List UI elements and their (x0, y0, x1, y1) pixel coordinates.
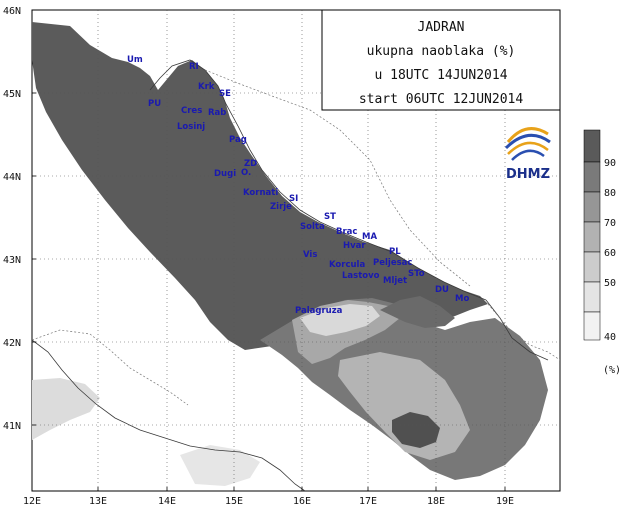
title-box: JADRAN ukupna naoblaka (%) u 18UTC 14JUN… (321, 9, 561, 111)
lat-label: 43N (3, 255, 21, 266)
place-label: Lastovo (342, 271, 380, 281)
cloud-field-light (300, 304, 380, 336)
place-label: Um (127, 55, 143, 65)
place-label: Korcula (329, 260, 365, 270)
place-label: Rab (208, 108, 226, 118)
place-label: Zirje (270, 202, 292, 212)
legend-unit: (%) (603, 365, 621, 376)
legend-labels: 90 80 70 60 50 40 (%) (603, 158, 621, 376)
legend-colorbar (583, 129, 601, 341)
lat-label: 45N (3, 89, 21, 100)
longitude-labels: 12E 13E 14E 15E 16E 17E 18E 19E (23, 496, 514, 507)
lon-label: 12E (23, 496, 41, 507)
place-label: Palagruza (295, 306, 343, 316)
place-labels: Um RI Krk SE PU Cres Rab Losinj Pag ZD D… (127, 55, 469, 316)
place-label: DU (435, 285, 449, 295)
place-label: RI (189, 62, 199, 72)
place-label: Brac (336, 227, 357, 237)
lon-label: 18E (427, 496, 445, 507)
lon-label: 17E (359, 496, 377, 507)
place-label: Peljesac (373, 258, 412, 268)
montenegro-coastline (485, 299, 549, 361)
valid-time: u 18UTC 14JUN2014 (374, 68, 507, 83)
place-label: Hvar (343, 241, 366, 251)
place-label: Solta (300, 222, 325, 232)
lat-label: 44N (3, 172, 21, 183)
lon-label: 16E (293, 496, 311, 507)
map-variable: ukupna naoblaka (%) (367, 44, 516, 59)
legend-level: 50 (604, 278, 616, 289)
logo-text: DHMZ (506, 167, 550, 182)
cloud-field-high (32, 22, 488, 350)
place-label: PU (148, 99, 161, 109)
latitude-labels: 46N 45N 44N 43N 42N 41N (3, 6, 21, 432)
cloud-field-dark-core (392, 412, 440, 448)
place-label: Kornati (243, 188, 278, 198)
lon-label: 19E (496, 496, 514, 507)
lon-label: 14E (158, 496, 176, 507)
lon-label: 15E (225, 496, 243, 507)
cloud-field-south-light (180, 445, 260, 486)
lat-label: 42N (3, 338, 21, 349)
place-label: Mljet (383, 276, 407, 286)
cloud-field-italy-light (32, 378, 100, 440)
lon-label: 13E (89, 496, 107, 507)
croatia-bosnia-border (204, 69, 471, 287)
place-label: Krk (198, 82, 215, 92)
place-label: Cres (181, 106, 202, 116)
place-label: O. (241, 168, 251, 178)
legend-level: 40 (604, 332, 616, 343)
place-label: SI (289, 194, 298, 204)
map-title: JADRAN (418, 20, 465, 35)
legend-level: 60 (604, 248, 616, 259)
lat-label: 46N (3, 6, 21, 17)
place-label: Dugi (214, 169, 236, 179)
place-label: STo (408, 269, 425, 279)
axis-ticks (32, 92, 506, 491)
place-label: Mo (455, 294, 469, 304)
legend-level: 80 (604, 188, 616, 199)
legend-level: 70 (604, 218, 616, 229)
croatian-coastline (149, 59, 487, 301)
place-label: ZD (244, 159, 257, 169)
legend-level: 90 (604, 158, 616, 169)
place-label: Losinj (177, 122, 205, 132)
lat-label: 41N (3, 421, 21, 432)
place-label: Pag (229, 135, 247, 145)
run-start-time: start 06UTC 12JUN2014 (359, 92, 524, 107)
place-label: SE (219, 89, 231, 99)
cloud-field-east (380, 296, 455, 328)
place-label: ST (324, 212, 336, 222)
place-label: Vis (303, 250, 317, 260)
italian-coastline (32, 339, 306, 491)
dhmz-logo-icon: DHMZ (504, 127, 551, 182)
place-label: MA (362, 232, 377, 242)
place-label: PL (389, 247, 401, 257)
